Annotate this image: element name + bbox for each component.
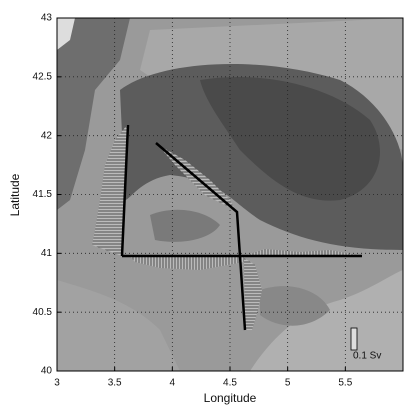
y-tick-label: 42 xyxy=(41,130,53,141)
y-tick-label: 41 xyxy=(41,248,53,259)
figure: 0.1 Sv Longitude Latitude 3 3.5 4 4.5 5 5.5 40… xyxy=(0,0,404,407)
y-tick-label: 40 xyxy=(41,366,53,377)
y-tick-label: 42.5 xyxy=(33,71,53,82)
y-axis-label: Latitude xyxy=(8,173,22,216)
y-tick-label: 43 xyxy=(41,13,53,24)
scale-label: 0.1 Sv xyxy=(353,351,381,362)
y-tick-label: 41.5 xyxy=(33,189,53,200)
y-tick-label: 40.5 xyxy=(33,307,53,318)
x-tick-label: 3.5 xyxy=(108,378,122,389)
x-tick-label: 4 xyxy=(170,378,176,389)
scale-box xyxy=(351,328,357,350)
x-tick-label: 3 xyxy=(54,378,60,389)
x-tick-label: 5 xyxy=(285,378,291,389)
x-tick-label: 5.5 xyxy=(338,378,352,389)
x-tick-label: 4.5 xyxy=(223,378,237,389)
x-axis-label: Longitude xyxy=(204,391,257,405)
